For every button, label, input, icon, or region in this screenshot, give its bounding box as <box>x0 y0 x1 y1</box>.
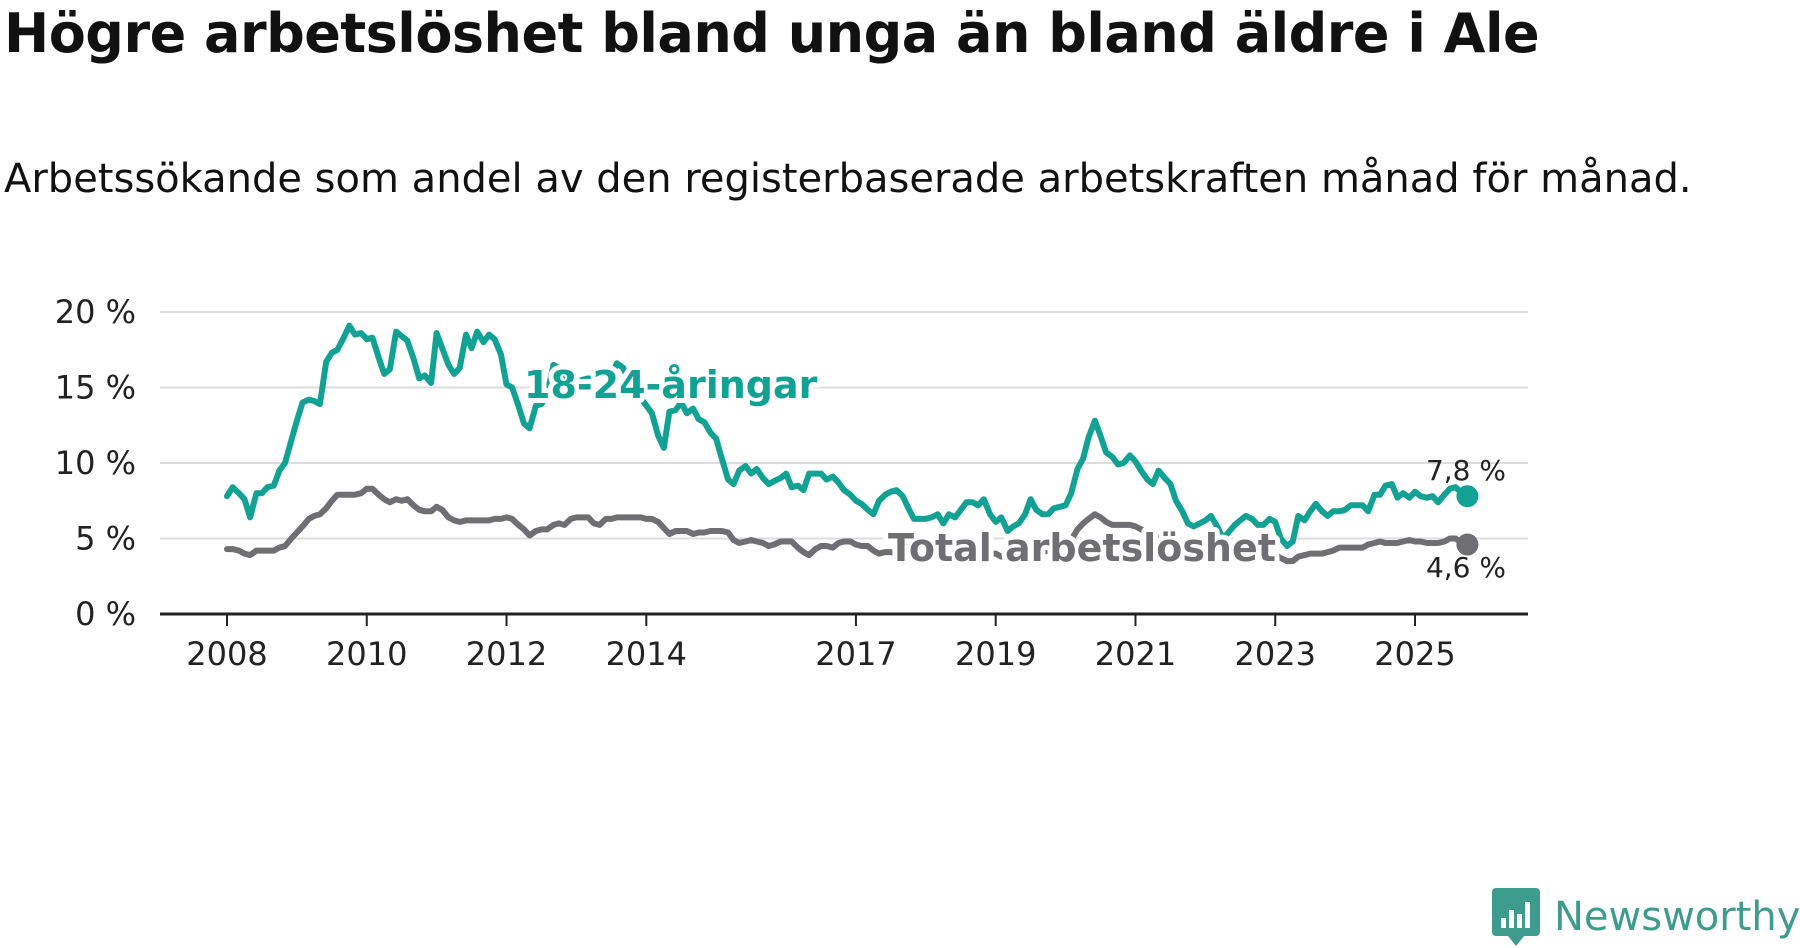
y-tick-label: 0 % <box>75 595 136 633</box>
x-tick-label: 2023 <box>1235 635 1316 673</box>
x-tick-label: 2008 <box>186 635 267 673</box>
youth-series-line <box>224 322 1471 549</box>
axes: 0 % 5 % 10 % 15 % 20 % 2008 2010 2012 2014 2017 20… <box>55 293 1528 673</box>
gridlines <box>160 311 1528 540</box>
youth-end-point <box>1456 485 1479 508</box>
x-tick-label: 2025 <box>1374 635 1455 673</box>
y-tick-label: 15 % <box>55 369 136 407</box>
chart-title: Högre arbetslöshet bland unga än bland ä… <box>4 2 1540 65</box>
brand-name: Newsworthy <box>1554 894 1800 940</box>
y-tick-label: 5 % <box>75 520 136 558</box>
x-tick-label: 2017 <box>815 635 896 673</box>
series-lines <box>224 322 1479 565</box>
total-end-point <box>1456 533 1479 556</box>
x-tick-label: 2019 <box>955 635 1036 673</box>
chart-subtitle: Arbetssökande som andel av den registerb… <box>4 156 1692 202</box>
x-tick-label: 2012 <box>466 635 547 673</box>
total-end-value-label: 4,6 % <box>1426 551 1506 584</box>
newsworthy-logo: Newsworthy <box>1492 888 1800 946</box>
youth-end-value-label: 7,8 % <box>1426 454 1506 487</box>
series-labels: 18-24-åringar Total arbetslöshet 7,8 % 4,6 … <box>519 358 1506 584</box>
x-tick-label: 2014 <box>606 635 687 673</box>
total-series-label: Total arbetslöshet <box>888 526 1276 570</box>
x-tick-label: 2010 <box>326 635 407 673</box>
y-tick-label: 20 % <box>55 293 136 331</box>
total-series-line <box>224 485 1471 565</box>
y-tick-label: 10 % <box>55 444 136 482</box>
x-tick-label: 2021 <box>1095 635 1176 673</box>
bar-chart-icon <box>1492 888 1540 946</box>
youth-series-label: 18-24-åringar <box>524 363 818 407</box>
